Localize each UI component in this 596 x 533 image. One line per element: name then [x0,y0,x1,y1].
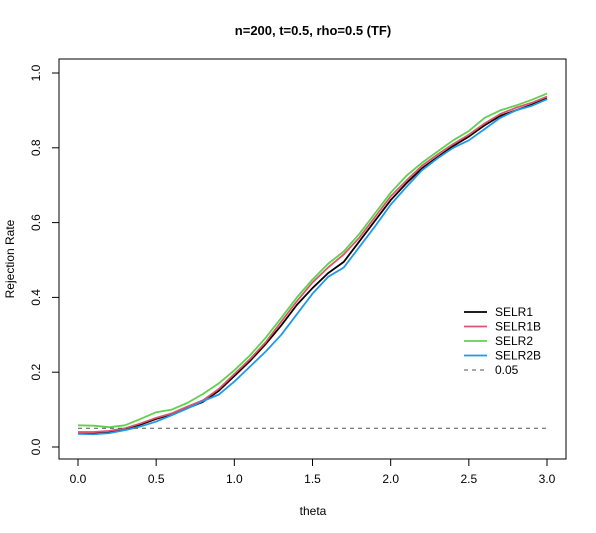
x-tick-label: 1.5 [304,472,321,486]
x-axis: 0.0 0.5 1.0 1.5 2.0 2.5 3.0 [70,458,556,486]
y-tick-label: 0.2 [29,364,43,381]
legend-label: SELR2 [495,334,533,348]
y-tick-label: 0.4 [29,289,43,306]
series-line-selr1b [78,95,548,433]
x-tick-label: 0.0 [70,472,87,486]
y-axis: 0.0 0.2 0.4 0.6 0.8 1.0 [29,64,60,455]
legend-label: 0.05 [495,363,519,377]
y-tick-label: 0.6 [29,214,43,231]
x-axis-label: theta [300,504,327,518]
x-tick-label: 1.0 [226,472,243,486]
legend-label: SELR2B [495,349,541,363]
y-tick-label: 0.8 [29,139,43,156]
y-axis-label: Rejection Rate [3,219,17,298]
x-tick-label: 2.5 [460,472,477,486]
x-tick-label: 3.0 [539,472,556,486]
plot-frame [58,58,567,460]
series-line-selr1 [78,97,548,435]
chart-title: n=200, t=0.5, rho=0.5 (TF) [235,23,391,38]
y-tick-label: 1.0 [29,64,43,81]
series-line-selr2 [77,92,548,429]
legend-label: SELR1B [495,320,541,334]
series-line-selr2b [77,98,548,436]
y-tick-label: 0.0 [29,438,43,455]
legend-label: SELR1 [495,305,533,319]
x-tick-label: 0.5 [148,472,165,486]
x-tick-label: 2.0 [382,472,399,486]
series-layer [77,92,548,436]
